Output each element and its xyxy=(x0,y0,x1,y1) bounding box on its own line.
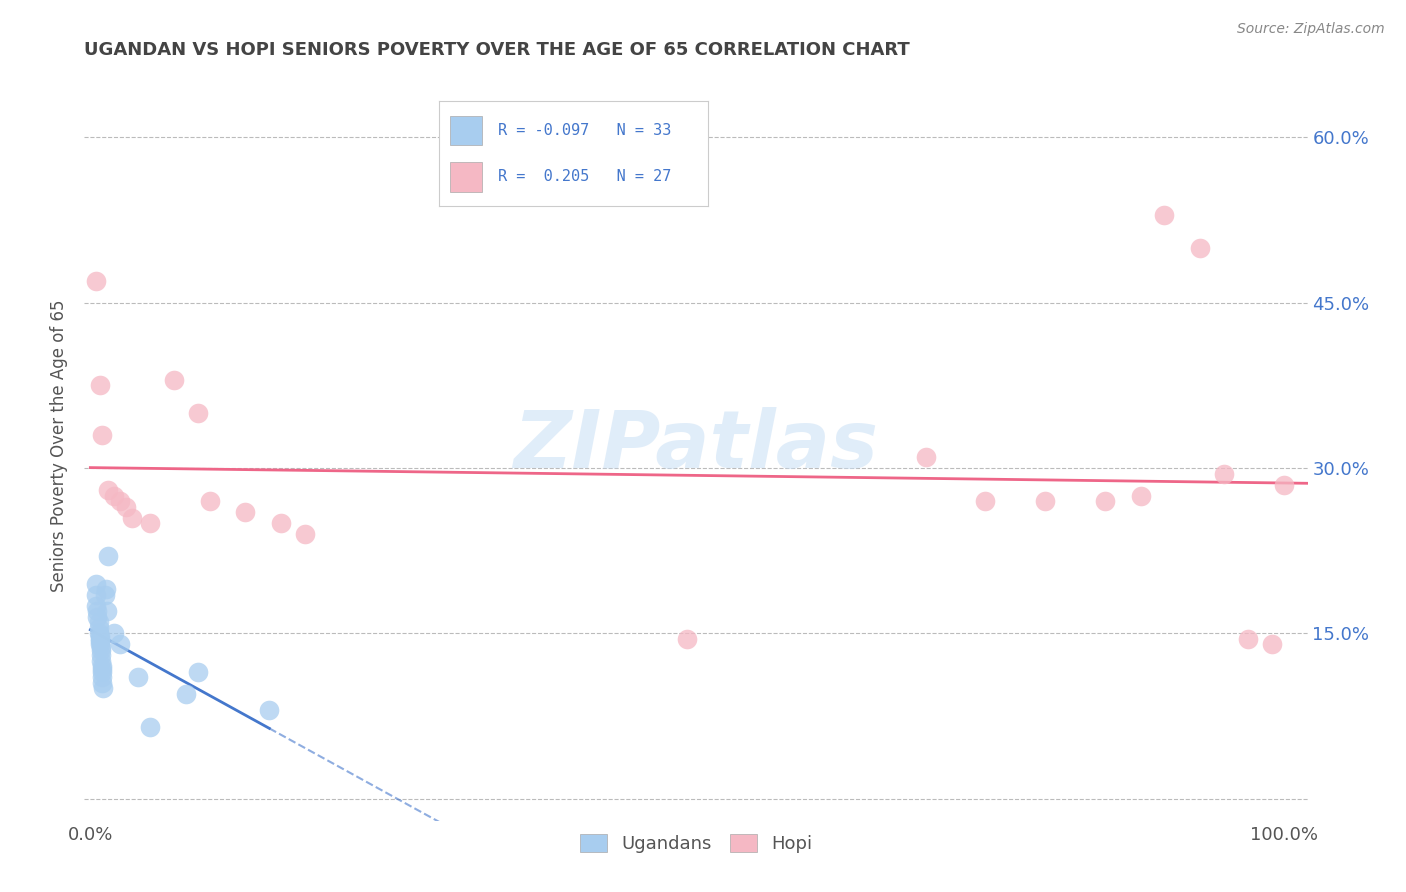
Point xyxy=(108,637,131,651)
Point xyxy=(121,510,143,524)
Point xyxy=(91,659,114,673)
Text: ZIPatlas: ZIPatlas xyxy=(513,407,879,485)
Point xyxy=(97,549,120,564)
Point xyxy=(93,681,115,696)
Point xyxy=(90,640,112,654)
Point xyxy=(1153,208,1175,222)
Point xyxy=(1033,494,1056,508)
Point xyxy=(87,626,110,640)
Point xyxy=(139,516,162,530)
Point xyxy=(1261,637,1284,651)
Point xyxy=(94,582,117,597)
Point xyxy=(1189,241,1212,255)
Point xyxy=(91,670,114,684)
Point xyxy=(174,687,197,701)
Point xyxy=(91,428,114,442)
Point xyxy=(84,576,107,591)
Point xyxy=(89,634,111,648)
Point xyxy=(187,406,209,420)
Point xyxy=(1272,477,1295,491)
Point xyxy=(1237,632,1260,646)
Point xyxy=(89,628,111,642)
Point xyxy=(198,494,221,508)
Point xyxy=(163,373,186,387)
Point xyxy=(115,500,138,514)
Point xyxy=(91,665,114,679)
Legend: Ugandans, Hopi: Ugandans, Hopi xyxy=(572,827,820,860)
Point xyxy=(127,670,149,684)
Point xyxy=(90,654,112,668)
Point xyxy=(676,632,699,646)
Point xyxy=(84,599,107,613)
Point xyxy=(86,604,108,618)
Point xyxy=(1213,467,1236,481)
Point xyxy=(87,621,110,635)
Point xyxy=(139,720,162,734)
Point xyxy=(91,676,114,690)
Point xyxy=(91,662,114,676)
Point xyxy=(89,378,111,392)
Point xyxy=(84,588,107,602)
Point xyxy=(974,494,997,508)
Point xyxy=(103,626,125,640)
Point xyxy=(270,516,292,530)
Point xyxy=(90,643,112,657)
Point xyxy=(89,637,111,651)
Text: Source: ZipAtlas.com: Source: ZipAtlas.com xyxy=(1237,22,1385,37)
Y-axis label: Seniors Poverty Over the Age of 65: Seniors Poverty Over the Age of 65 xyxy=(51,300,69,592)
Point xyxy=(93,588,115,602)
Point xyxy=(86,609,108,624)
Point xyxy=(914,450,936,464)
Point xyxy=(103,489,125,503)
Point xyxy=(89,632,111,646)
Point xyxy=(1094,494,1116,508)
Point xyxy=(294,527,316,541)
Point xyxy=(1129,489,1152,503)
Point xyxy=(96,604,118,618)
Point xyxy=(84,274,107,288)
Point xyxy=(259,703,281,717)
Point xyxy=(108,494,131,508)
Point xyxy=(187,665,209,679)
Point xyxy=(235,505,257,519)
Point xyxy=(97,483,120,497)
Point xyxy=(87,615,110,630)
Text: UGANDAN VS HOPI SENIORS POVERTY OVER THE AGE OF 65 CORRELATION CHART: UGANDAN VS HOPI SENIORS POVERTY OVER THE… xyxy=(84,41,910,59)
Point xyxy=(90,648,112,663)
